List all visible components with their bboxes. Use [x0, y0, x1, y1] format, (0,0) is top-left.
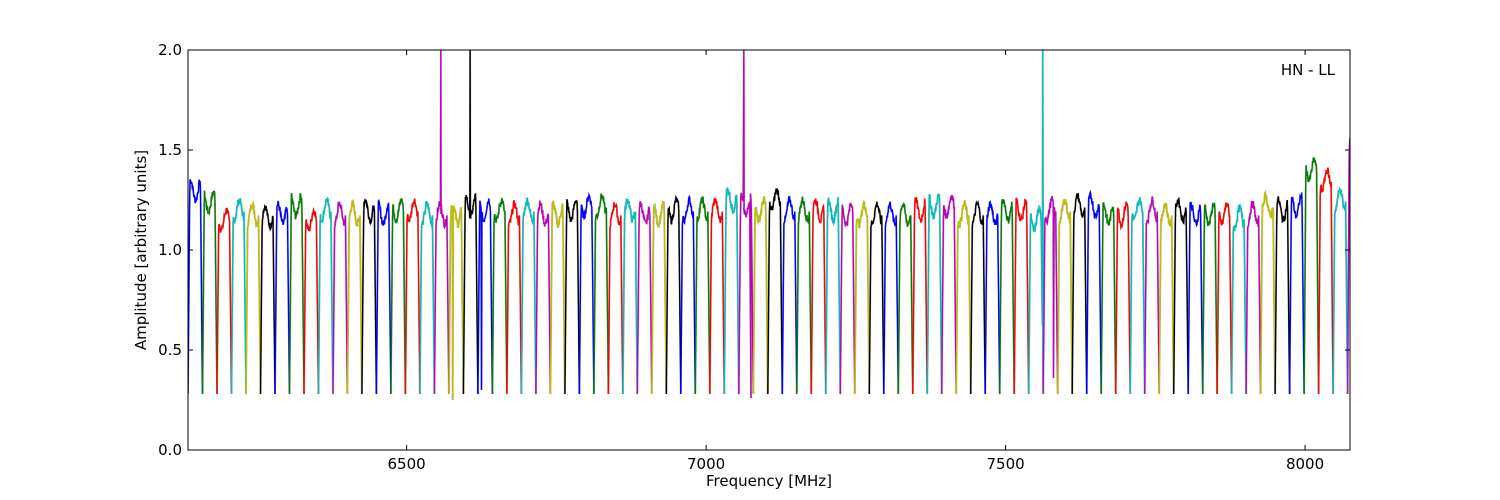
channel-line — [274, 200, 291, 395]
channel-line — [549, 200, 566, 395]
channel-line — [1071, 193, 1088, 395]
channel-line — [361, 198, 378, 395]
channel-line — [1086, 189, 1102, 395]
channel-line — [375, 199, 392, 395]
channel-line — [883, 201, 899, 395]
channel-line — [970, 200, 986, 395]
y-tick-label: 2.0 — [158, 41, 182, 59]
channel-line — [926, 193, 943, 395]
channel-line — [1129, 197, 1146, 395]
channel-line — [868, 201, 885, 395]
channel-line — [941, 194, 957, 395]
channel-line — [955, 200, 972, 395]
channel-line — [752, 196, 769, 395]
channel-line — [1158, 202, 1175, 395]
plot-annotation: HN - LL — [1281, 61, 1336, 79]
channel-line — [694, 196, 711, 395]
channel-line — [1144, 196, 1160, 395]
channel-line — [1303, 157, 1320, 395]
channel-line — [462, 50, 479, 395]
channel-line — [188, 179, 204, 395]
x-tick-label: 7500 — [986, 455, 1024, 473]
channel-line — [796, 196, 812, 395]
channel-line — [738, 50, 754, 399]
y-tick-label: 1.0 — [158, 241, 182, 259]
x-tick-label: 7000 — [687, 455, 725, 473]
channel-line — [767, 188, 783, 395]
channel-line — [332, 201, 349, 395]
channel-line — [491, 197, 508, 395]
channel-line — [1013, 197, 1030, 395]
channel-line — [433, 50, 450, 395]
channel-line — [1274, 196, 1291, 395]
channel-line — [607, 202, 624, 395]
channel-line — [303, 207, 320, 395]
x-axis-label: Frequency [MHz] — [706, 472, 832, 490]
channel-line — [288, 192, 305, 395]
channel-line — [506, 200, 523, 395]
channel-line — [1230, 204, 1247, 395]
channel-line — [520, 197, 537, 395]
channel-line — [201, 190, 218, 395]
channel-line — [651, 200, 667, 395]
channel-line — [636, 201, 653, 395]
channel-line — [245, 201, 262, 395]
channel-line — [1057, 198, 1073, 395]
channel-line — [839, 202, 856, 395]
channel-line — [448, 205, 465, 401]
channel-line — [1216, 202, 1233, 395]
channel-line — [825, 197, 841, 395]
channel-series-group — [188, 50, 1350, 401]
channel-line — [1187, 201, 1204, 395]
channel-line — [999, 198, 1015, 395]
channel-line — [1173, 197, 1189, 395]
channel-line — [709, 197, 725, 395]
x-tick-label: 6500 — [388, 455, 426, 473]
channel-line — [259, 204, 276, 395]
channel-line — [1245, 200, 1262, 395]
channel-line — [1317, 167, 1334, 395]
channel-line — [1202, 202, 1218, 395]
channel-line — [230, 198, 247, 395]
channel-line — [1028, 50, 1044, 395]
channel-line — [912, 197, 928, 395]
channel-line — [346, 198, 363, 395]
channel-line — [477, 198, 494, 395]
channel-line — [578, 192, 595, 395]
channel-line — [984, 200, 1001, 395]
channel-line — [404, 198, 421, 395]
channel-line — [854, 200, 870, 395]
channel-line — [1288, 192, 1305, 395]
x-tick-label: 8000 — [1286, 455, 1324, 473]
channel-line — [1259, 190, 1276, 395]
channel-line — [680, 194, 696, 395]
y-axis-label: Amplitude [arbitrary units] — [132, 150, 150, 350]
y-tick-label: 0.5 — [158, 341, 182, 359]
channel-line — [593, 193, 610, 395]
channel-line — [419, 201, 436, 395]
axis-ticks: 6500 7000 7500 8000 0.0 0.5 1.0 1.5 2.0 — [158, 41, 1350, 473]
channel-line — [390, 198, 407, 395]
channel-line — [622, 198, 638, 395]
channel-line — [665, 194, 682, 395]
channel-line — [897, 202, 914, 395]
channel-line — [1115, 201, 1131, 395]
channel-line — [564, 199, 581, 395]
y-tick-label: 0.0 — [158, 441, 182, 459]
channel-line — [317, 196, 334, 395]
channel-line — [1100, 202, 1117, 395]
channel-line — [1332, 186, 1349, 395]
channel-line — [535, 200, 552, 395]
channel-line — [216, 207, 233, 395]
channel-line — [723, 186, 740, 395]
channel-line — [1042, 196, 1059, 395]
y-tick-label: 1.5 — [158, 141, 182, 159]
channel-line — [810, 198, 827, 395]
channel-line — [781, 195, 798, 395]
